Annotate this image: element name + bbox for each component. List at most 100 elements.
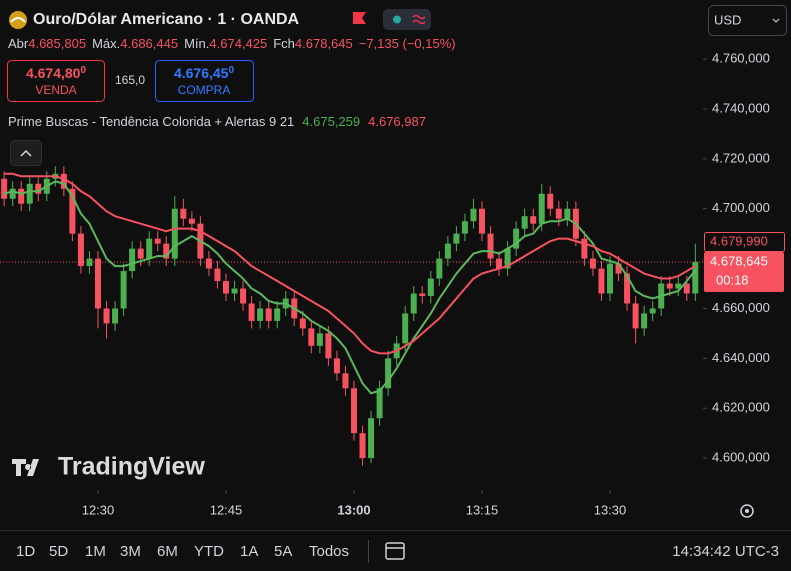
candle-body [641, 313, 648, 329]
candle-body [103, 308, 110, 324]
ohlc-label: Fch [273, 36, 295, 51]
ohlc-label: Mín. [184, 36, 209, 51]
buy-price: 4.676,450 [174, 65, 235, 81]
candle-body [351, 388, 357, 434]
indicator-value: 4.676,987 [368, 114, 426, 129]
candle-body [564, 208, 571, 219]
candle-body [154, 238, 161, 244]
candle-body [436, 258, 443, 279]
y-tick-label: 4.660,000 [712, 300, 770, 315]
indicator-legend[interactable]: Prime Buscas - Tendência Colorida + Aler… [8, 114, 426, 129]
calendar-icon [385, 542, 405, 560]
price-label-box [704, 251, 784, 292]
candle-body [649, 308, 656, 314]
range-button[interactable]: YTD [194, 543, 224, 560]
candle-body [163, 243, 170, 259]
y-tick-label: 4.740,000 [712, 100, 770, 115]
ohlc-change: −7,135 (−0,15%) [359, 36, 456, 51]
range-button[interactable]: 3M [120, 543, 141, 560]
ohlc-value: 4.678,645 [295, 36, 353, 51]
candle-body [632, 303, 639, 329]
candle-body [60, 173, 67, 189]
x-tick-label: 13:30 [594, 502, 627, 517]
plot-area [0, 166, 703, 466]
candle-body [410, 293, 417, 314]
axis-settings[interactable] [740, 504, 754, 518]
candle-body [223, 281, 229, 294]
candle-body [598, 268, 605, 294]
ohlc-label: Abr [8, 36, 29, 51]
symbol-title[interactable]: Ouro/Dólar Americano · 1 · OANDA [33, 11, 300, 28]
currency-select[interactable] [708, 5, 787, 36]
x-tick-label: 12:30 [82, 502, 115, 517]
candle-body [513, 228, 520, 249]
symbol-icon-mark [10, 17, 26, 23]
sell-price-main: 4.674,80 [26, 65, 81, 81]
candle-body [368, 418, 375, 459]
candle-body [214, 268, 221, 282]
range-button[interactable]: 1D [16, 543, 35, 560]
candle-body [9, 188, 16, 199]
countdown: 00:18 [716, 272, 749, 287]
range-button[interactable]: Todos [309, 543, 349, 560]
status-pill[interactable] [383, 9, 431, 30]
candle-body [120, 271, 127, 309]
candle-body [112, 308, 119, 324]
candle-body [402, 313, 409, 344]
dropdown-icon [772, 18, 780, 23]
candle-body [257, 308, 264, 321]
candle-body [376, 388, 383, 419]
candle-body [427, 278, 434, 296]
candle-body [231, 288, 238, 294]
candle-body [504, 248, 511, 269]
clock[interactable]: 14:34:42 UTC-3 [672, 543, 779, 560]
flag-icon[interactable] [353, 12, 366, 24]
range-button[interactable]: 5D [49, 543, 68, 560]
candle-body [461, 221, 468, 234]
price-label-box [704, 231, 785, 252]
candle-body [86, 258, 93, 267]
spread: 165,0 [115, 73, 145, 87]
candle-body [470, 208, 477, 222]
axis-settings-dot [745, 509, 749, 513]
buy-button[interactable] [155, 60, 254, 102]
indicator-value: 4.675,259 [302, 114, 360, 129]
candle-body [188, 218, 195, 224]
range-button[interactable]: 1M [85, 543, 106, 560]
collapse-icon [20, 149, 32, 157]
candle-body [607, 263, 613, 294]
candle-body [137, 248, 144, 259]
candle-body [299, 318, 306, 329]
date-range-icon[interactable] [385, 542, 405, 560]
candle-body [171, 208, 178, 259]
currency-label: USD [714, 12, 741, 27]
ohlc-value: 4.685,805 [28, 36, 86, 51]
y-tick-label: 4.720,000 [712, 150, 770, 165]
candle-body [274, 308, 281, 321]
candle-body [129, 248, 136, 272]
sell-button[interactable] [7, 60, 105, 102]
candle-body [624, 273, 631, 304]
candle-body [95, 258, 101, 309]
candle-body [333, 358, 340, 374]
x-tick-label: 13:00 [337, 502, 370, 517]
buy-label: COMPRA [178, 83, 231, 97]
ohlc-value: 4.674,425 [209, 36, 267, 51]
ohlc-value: 4.686,445 [120, 36, 178, 51]
x-tick-label: 12:45 [210, 502, 243, 517]
candle-body [35, 183, 42, 194]
candle-body [308, 328, 315, 346]
range-button[interactable]: 6M [157, 543, 178, 560]
collapse-button[interactable] [10, 140, 42, 166]
candle-body [1, 178, 8, 199]
range-button[interactable]: 1A [240, 543, 258, 560]
candle-body [496, 258, 503, 269]
status-waves [412, 14, 426, 25]
candle-body [205, 258, 212, 269]
candle-body [487, 233, 494, 259]
price-label: 4.679,990 [710, 233, 768, 248]
candle-body [444, 243, 451, 259]
range-button[interactable]: 5A [274, 543, 292, 560]
candle-body [555, 208, 562, 219]
